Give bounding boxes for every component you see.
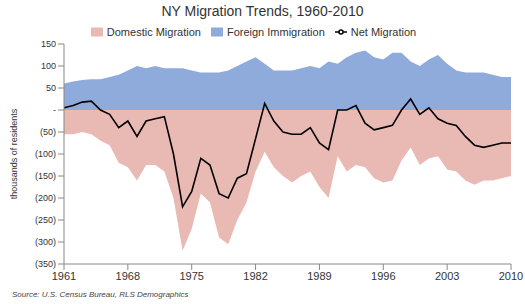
svg-text:(150): (150) [35, 171, 56, 181]
svg-text:50: 50 [46, 83, 56, 93]
svg-text:(200): (200) [35, 193, 56, 203]
svg-text:1961: 1961 [52, 270, 76, 282]
html-text:Source: U.S. Census Bureau, RL: Source: U.S. Census Bureau, RLS Demograp… [12, 290, 189, 299]
svg-text:100: 100 [41, 61, 56, 71]
svg-text:(50): (50) [40, 127, 56, 137]
svg-text:1975: 1975 [179, 270, 203, 282]
svg-text:1968: 1968 [116, 270, 140, 282]
svg-text:(250): (250) [35, 215, 56, 225]
svg-text:1996: 1996 [371, 270, 395, 282]
svg-text:(300): (300) [35, 237, 56, 247]
html-text:Domestic Migration: Domestic Migration [106, 26, 201, 38]
svg-text:1989: 1989 [307, 270, 331, 282]
svg-text:2003: 2003 [435, 270, 459, 282]
html-text:Net Migration: Net Migration [350, 26, 417, 38]
svg-text:1982: 1982 [243, 270, 267, 282]
html-text:Foreign Immigration: Foreign Immigration [226, 26, 325, 38]
svg-text:thousands of residents: thousands of residents [9, 108, 19, 199]
svg-text:150: 150 [41, 39, 56, 49]
svg-text:-: - [53, 105, 56, 115]
html-text:NY Migration Trends, 1960-2010: NY Migration Trends, 1960-2010 [161, 3, 364, 19]
svg-text:(350): (350) [35, 259, 56, 269]
svg-text:(100): (100) [35, 149, 56, 159]
svg-text:2010: 2010 [499, 270, 517, 282]
